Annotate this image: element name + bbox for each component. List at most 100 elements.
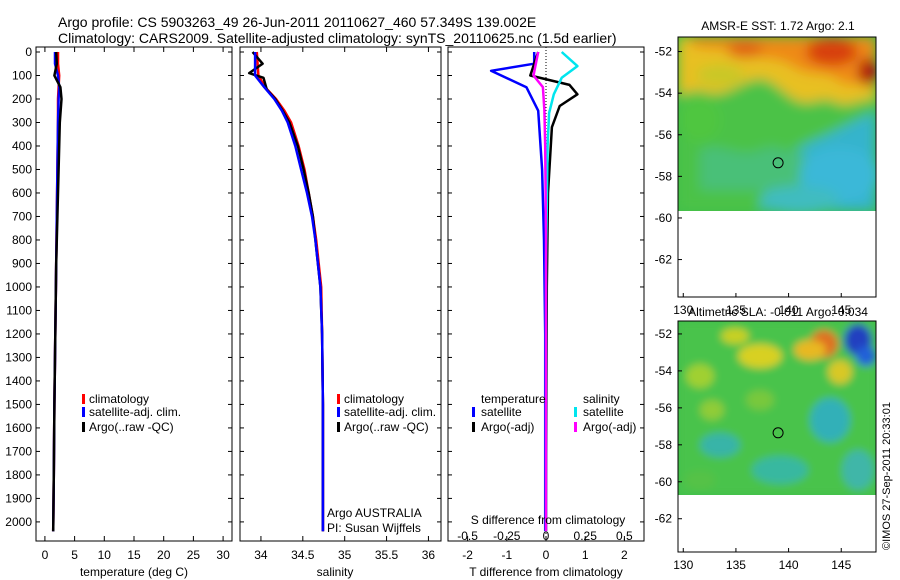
legend-swatch-satellite (82, 407, 85, 417)
depth-tick-label: 1500 (5, 397, 32, 411)
depth-tick-label: 500 (12, 162, 32, 176)
lat-tick-label: -60 (655, 211, 673, 225)
float-location-marker-sst (772, 157, 784, 169)
depth-tick-label: 600 (12, 186, 32, 200)
sst-map: AMSR-E SST: 1.72 Argo: 2.1 -52-54-56-58-… (655, 19, 877, 317)
legend-t-argo-label: Argo(-adj) (481, 420, 534, 434)
series-line-argo-raw-qc- (51, 51, 63, 532)
lat-tick-label: -62 (655, 512, 673, 526)
legend-swatch-satellite (337, 407, 340, 417)
sla-map-title: Altimetric SLA: -0.011 Argo: 0.034 (688, 305, 868, 319)
legend-argo-label: Argo(..raw -QC) (89, 420, 174, 434)
lat-tick-label: -52 (655, 327, 673, 341)
s-tick-label: 0.25 (574, 529, 598, 543)
header-line-2: Climatology: CARS2009. Satellite-adjuste… (58, 30, 616, 46)
depth-tick-label: 1700 (5, 444, 32, 458)
depth-tick-label: 400 (12, 139, 32, 153)
x-tick-label: -2 (462, 548, 473, 562)
difference-legend: temperature salinity satellite Argo(-adj… (472, 392, 636, 434)
sst-map-ticks: -52 -54 -56 -58 -60 -62 130 135 140 145 (655, 45, 852, 317)
salinity-profile-chart: 34 34.5 35 35.5 36 salinity climatology sate… (239, 46, 442, 579)
temperature-x-label: temperature (deg C) (80, 565, 188, 579)
legend-swatch-climatology (82, 394, 85, 404)
temperature-series (51, 51, 63, 532)
depth-axis-ticks: 0 100 200 300 400 500 600 700 800 900 1000 1100 1200… (5, 45, 232, 529)
legend-temperature-heading: temperature (481, 392, 546, 406)
legend-satellite-label: satellite-adj. clim. (344, 405, 436, 419)
series-line-argo-raw-qc- (253, 52, 325, 532)
salinity-depth-ticks (240, 51, 441, 523)
difference-profile-chart: -2 -1 0 1 2 -0.5 -0.25 0 0.25 0.5 T difference f… (447, 46, 645, 579)
legend-salinity-heading: salinity (583, 392, 620, 406)
legend-swatch-climatology (337, 394, 340, 404)
difference-series (489, 51, 579, 532)
x-tick-label: 15 (127, 548, 141, 562)
lat-tick-label: -52 (655, 45, 673, 59)
legend-climatology-label: climatology (89, 392, 149, 406)
depth-tick-label: 1300 (5, 350, 32, 364)
lon-tick-label: 130 (673, 303, 693, 317)
legend-swatch-s-argo (574, 422, 577, 432)
lat-tick-label: -54 (655, 86, 673, 100)
depth-tick-label: 100 (12, 68, 32, 82)
legend-satellite-label: satellite-adj. clim. (89, 405, 181, 419)
lon-tick-label: 145 (831, 303, 851, 317)
sla-map-ticks: -52 -54 -56 -58 -60 -62 130 135 140 145 (655, 327, 852, 572)
x-tick-label: 30 (216, 548, 230, 562)
lat-tick-label: -58 (655, 169, 673, 183)
legend-swatch-argo (82, 422, 85, 432)
header-line-1: Argo profile: CS 5903263_49 26-Jun-2011 … (58, 14, 536, 30)
x-tick-label: 1 (582, 548, 589, 562)
salinity-plot-frame (239, 46, 442, 542)
sla-field (678, 321, 876, 495)
lat-tick-label: -56 (655, 401, 673, 415)
sst-field (678, 37, 876, 211)
lon-tick-label: 135 (726, 558, 746, 572)
salinity-axis-ticks: 34 34.5 35 35.5 36 (254, 47, 435, 562)
depth-tick-label: 1600 (5, 421, 32, 435)
legend-swatch-s-satellite (574, 407, 577, 417)
depth-tick-label: 1000 (5, 280, 32, 294)
x-tick-label: 35.5 (375, 548, 399, 562)
depth-tick-label: 200 (12, 92, 32, 106)
x-tick-label: 34 (254, 548, 268, 562)
float-location-marker-sla (772, 427, 784, 439)
lon-tick-label: 140 (779, 303, 799, 317)
lat-tick-label: -54 (655, 364, 673, 378)
depth-tick-label: 0 (25, 45, 32, 59)
legend-s-satellite-label: satellite (583, 405, 624, 419)
difference-depth-ticks (448, 51, 644, 523)
t-difference-axis-ticks: -2 -1 0 1 2 (462, 536, 628, 562)
s-difference-label: S difference from climatology (471, 513, 626, 527)
s-tick-label: -0.25 (493, 529, 521, 543)
imos-timestamp: ©IMOS 27-Sep-2011 20:33:01 (881, 402, 893, 550)
depth-tick-label: 800 (12, 233, 32, 247)
sla-map: Altimetric SLA: -0.011 Argo: 0.034 (655, 305, 877, 572)
temperature-plot-frame (35, 46, 233, 542)
x-tick-label: 35 (338, 548, 352, 562)
lon-tick-label: 145 (831, 558, 851, 572)
legend-s-argo-label: Argo(-adj) (583, 420, 636, 434)
temperature-profile-chart: 0100200300400500600700800900100011001200… (5, 45, 233, 579)
pi-label: PI: Susan Wijffels (327, 521, 421, 535)
x-tick-label: 0 (42, 548, 49, 562)
depth-tick-label: 700 (12, 209, 32, 223)
legend-swatch-argo (337, 422, 340, 432)
argo-country-label: Argo AUSTRALIA (327, 506, 422, 520)
lon-tick-label: 130 (673, 558, 693, 572)
x-tick-label: 20 (157, 548, 171, 562)
lat-tick-label: -62 (655, 253, 673, 267)
x-tick-label: 0 (543, 548, 550, 562)
lon-tick-label: 140 (779, 558, 799, 572)
x-tick-label: 34.5 (291, 548, 315, 562)
depth-tick-label: 300 (12, 115, 32, 129)
depth-tick-label: 2000 (5, 515, 32, 529)
sla-map-frame (677, 320, 877, 553)
lat-tick-label: -60 (655, 475, 673, 489)
sst-map-title: AMSR-E SST: 1.72 Argo: 2.1 (701, 19, 855, 33)
depth-tick-label: 1800 (5, 468, 32, 482)
t-difference-x-label: T difference from climatology (469, 565, 623, 579)
temperature-legend: climatology satellite-adj. clim. Argo(..… (82, 392, 181, 434)
legend-swatch-t-argo (472, 422, 475, 432)
